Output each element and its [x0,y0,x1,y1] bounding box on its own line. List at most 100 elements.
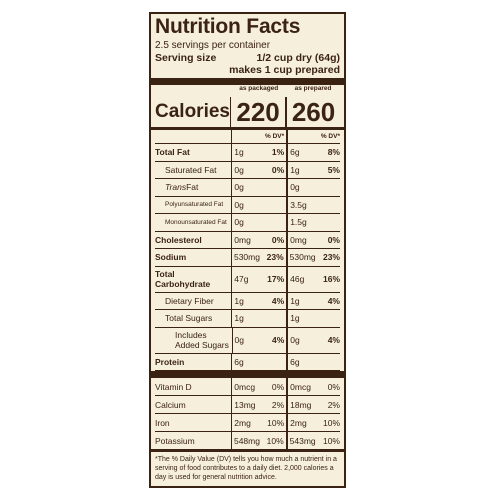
prepared-dv: 8% [327,147,340,158]
prepared-amount: 2mg [286,414,315,431]
prepared-amount: 18mg [286,396,315,413]
thick-divider [151,371,344,378]
prepared-dv [316,179,340,196]
prepared-amount: 1g [286,161,315,178]
prepared-amount: 1g [286,310,315,327]
prepared-amount: 1.5g [286,214,315,231]
prepared-amount: 0g [286,327,315,353]
vitamin-table: Vitamin D 0mcg 0% 0mcg 0% Calcium 13mg 2% 18mg 2%… [155,378,340,449]
prepared-dv: 23% [322,252,340,263]
packaged-amount: 0mg [231,231,260,248]
prepared-dv: 4% [327,335,340,345]
nutrition-facts-label: Nutrition Facts 2.5 servings per contain… [149,12,346,488]
prepared-amount: 3.5g [286,196,315,213]
prepared-amount: 6g [286,353,315,370]
prepared-dv [316,354,340,371]
nutrient-row: Sodium 530mg 23% 530mg 23% [155,249,340,267]
dv-header-prepared: % DV* [286,130,340,143]
servings-per-container: 2.5 servings per container [155,40,271,51]
prepared-dv: 5% [327,164,340,175]
nutrient-label: Sodium [155,252,187,263]
packaged-amount: 0g [231,196,260,213]
prepared-dv: 0% [327,234,340,245]
packaged-dv: 4% [271,295,285,306]
packaged-dv: 0% [271,164,285,175]
prepared-dv: 10% [322,417,340,428]
packaged-amount: 6g [231,353,260,370]
nutrient-label: Saturated Fat [165,164,217,175]
nutrient-table: Total Fat 1g 1% 6g 8% Saturated Fat 0g 0% 1g 5% Tr… [155,144,340,371]
packaged-amount: 1g [231,310,260,327]
prepared-dv: 16% [322,274,340,284]
nutrient-label: Monounsaturated Fat [165,218,227,226]
packaged-dv: 10% [266,435,284,446]
packaged-amount: 1g [231,292,260,309]
packaged-amount: 530mg [230,249,260,266]
packaged-amount: 2mg [231,414,260,431]
nutrient-row: Saturated Fat 0g 0% 1g 5% [155,161,340,179]
nutrient-label: Cholesterol [155,234,202,245]
packaged-dv [261,310,286,327]
vitamin-row: Vitamin D 0mcg 0% 0mcg 0% [155,378,340,396]
nutrient-label: Total Sugars [165,313,213,324]
col-header-packaged: as packaged [239,85,279,92]
col-header-prepared: as prepared [294,85,332,92]
calories-packaged: 220 [236,96,280,127]
nutrient-label: Dietary Fiber [165,295,214,306]
prepared-amount: 46g [286,266,315,292]
vitamin-row: Potassium 548mg 10% 543mg 10% [155,432,340,449]
prepared-dv: 4% [327,295,340,306]
serving-size-row: Serving size 1/2 cup dry (64g) [155,52,340,64]
serving-size-label: Serving size [155,52,217,64]
prepared-dv [316,214,340,231]
prepared-dv [316,310,340,327]
vitamin-label: Iron [155,417,170,428]
vitamin-label: Vitamin D [155,381,192,392]
vitamin-row: Iron 2mg 10% 2mg 10% [155,414,340,432]
packaged-amount: 0mcg [231,378,260,395]
prepared-dv: 2% [327,399,340,410]
packaged-dv [261,197,286,214]
packaged-amount: 47g [231,266,260,292]
footnote: *The % Daily Value (DV) tells you how mu… [155,456,337,481]
packaged-dv: 1% [271,147,285,158]
nutrient-label-rest: Fat [186,182,199,193]
packaged-dv [261,214,286,231]
packaged-dv [261,354,286,371]
packaged-dv: 17% [267,274,285,284]
calories-row: Calories 220 260 [155,97,340,127]
packaged-amount: 1g [231,144,260,161]
vitamin-label: Potassium [155,435,195,446]
nutrient-row: Includes Added Sugars 0g 4% 0g 4% [155,327,340,354]
nutrient-row: Total Sugars 1g 1g [155,310,340,328]
calories-label: Calories [155,101,230,122]
nutrient-label: Polyunsaturated Fat [165,201,224,209]
prepared-amount: 0mcg [286,378,315,395]
nutrient-row: Protein 6g 6g [155,353,340,371]
medium-divider [151,449,344,452]
packaged-amount: 548mg [230,432,260,449]
packaged-amount: 0g [231,214,260,231]
serving-size-prepared-note: makes 1 cup prepared [229,64,340,76]
nutrient-row: Total Carbohydrate 47g 17% 46g 16% [155,266,340,293]
prepared-dv: 10% [322,435,340,446]
nutrient-label: Includes Added Sugars [175,330,229,350]
packaged-dv [261,179,286,196]
prepared-dv [316,197,340,214]
vitamin-label: Calcium [155,399,186,410]
label-title: Nutrition Facts [155,15,301,38]
packaged-amount: 0g [231,327,261,353]
nutrient-row: Total Fat 1g 1% 6g 8% [155,144,340,162]
packaged-dv: 23% [266,252,284,263]
prepared-amount: 530mg [285,249,316,266]
nutrient-label-italic: Trans [165,182,187,193]
prepared-amount: 1g [286,292,315,309]
nutrient-label: Total Carbohydrate [155,269,211,289]
packaged-dv: 4% [271,335,285,345]
column-header-row: as packaged as prepared [155,85,340,97]
nutrient-row: Cholesterol 0mg 0% 0mg 0% [155,231,340,249]
nutrient-row: Trans Fat 0g 0g [155,179,340,197]
packaged-dv: 0% [271,234,285,245]
nutrient-label: Trans Fat [155,179,231,196]
dv-header-packaged: % DV* [231,130,286,143]
